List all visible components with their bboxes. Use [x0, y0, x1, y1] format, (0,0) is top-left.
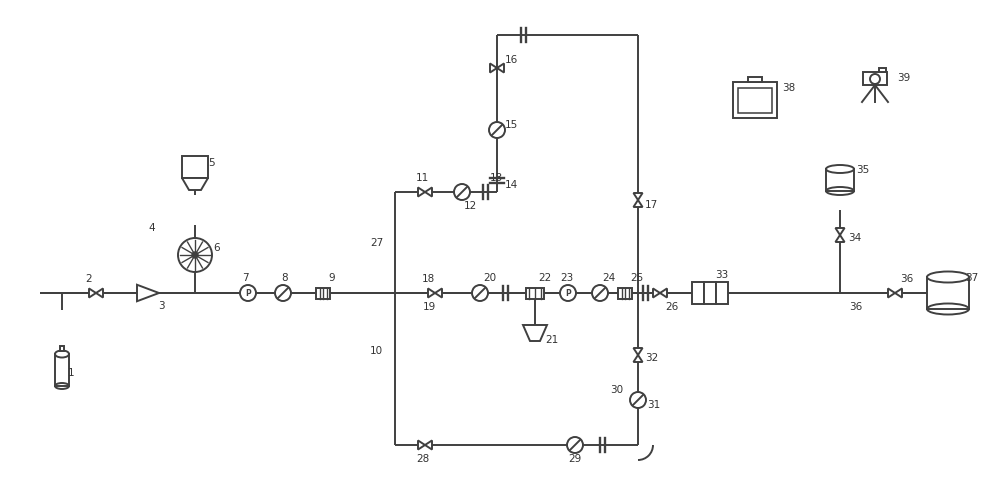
Text: 35: 35 [856, 165, 869, 175]
Text: 24: 24 [602, 273, 615, 283]
Text: 2: 2 [85, 274, 92, 284]
Text: 39: 39 [897, 73, 910, 83]
Text: 27: 27 [370, 238, 383, 248]
Circle shape [592, 285, 608, 301]
Polygon shape [633, 355, 643, 362]
Circle shape [240, 285, 256, 301]
Text: P: P [565, 289, 571, 297]
Ellipse shape [927, 272, 969, 283]
Bar [738, 88, 772, 113]
Text: 10: 10 [370, 346, 383, 356]
Bar [733, 82, 777, 118]
Bar [879, 68, 886, 72]
Text: 1: 1 [68, 368, 75, 378]
Polygon shape [418, 441, 425, 450]
Text: 31: 31 [647, 400, 660, 410]
Text: 22: 22 [538, 273, 551, 283]
Text: 37: 37 [965, 273, 978, 283]
Text: P: P [245, 289, 251, 297]
Bar [748, 77, 762, 82]
Bar [182, 156, 208, 178]
Polygon shape [633, 200, 643, 207]
Text: 4: 4 [148, 223, 155, 233]
Bar [863, 72, 887, 85]
Ellipse shape [826, 165, 854, 173]
Circle shape [567, 437, 583, 453]
Text: 32: 32 [645, 353, 658, 363]
Text: 11: 11 [416, 173, 429, 183]
Circle shape [870, 74, 880, 84]
Polygon shape [895, 288, 902, 298]
Text: 29: 29 [568, 454, 581, 464]
Polygon shape [497, 63, 504, 72]
Text: 3: 3 [158, 301, 165, 311]
Text: 34: 34 [848, 233, 861, 243]
Circle shape [630, 392, 646, 408]
Text: 36: 36 [849, 302, 862, 312]
Polygon shape [523, 325, 547, 341]
Polygon shape [428, 288, 435, 298]
Text: 12: 12 [464, 201, 477, 211]
Bar [692, 282, 704, 304]
Bar [60, 346, 64, 351]
Circle shape [489, 122, 505, 138]
Polygon shape [418, 188, 425, 197]
Text: 20: 20 [483, 273, 496, 283]
Text: 23: 23 [560, 273, 573, 283]
Text: 8: 8 [281, 273, 288, 283]
Bar [316, 288, 330, 298]
Polygon shape [490, 63, 497, 72]
Circle shape [192, 252, 198, 258]
Polygon shape [633, 348, 643, 355]
Polygon shape [89, 288, 96, 298]
Text: 14: 14 [505, 180, 518, 190]
Bar [826, 169, 854, 191]
Polygon shape [888, 288, 895, 298]
Polygon shape [660, 288, 667, 298]
Polygon shape [182, 178, 208, 190]
Polygon shape [435, 288, 442, 298]
Text: 30: 30 [610, 385, 623, 395]
Text: 16: 16 [505, 55, 518, 65]
Polygon shape [425, 188, 432, 197]
Polygon shape [96, 288, 103, 298]
Polygon shape [425, 441, 432, 450]
Text: 25: 25 [630, 273, 643, 283]
Polygon shape [835, 235, 845, 242]
Polygon shape [653, 288, 660, 298]
Bar [704, 282, 716, 304]
Text: 26: 26 [665, 302, 678, 312]
Text: 15: 15 [505, 120, 518, 130]
Circle shape [454, 184, 470, 200]
Circle shape [560, 285, 576, 301]
Polygon shape [633, 193, 643, 200]
Text: 5: 5 [208, 158, 215, 168]
Text: 33: 33 [715, 270, 728, 280]
Text: 17: 17 [645, 200, 658, 210]
Circle shape [472, 285, 488, 301]
Ellipse shape [55, 351, 69, 358]
Text: 21: 21 [545, 335, 558, 345]
Text: 38: 38 [782, 83, 795, 93]
Text: 19: 19 [423, 302, 436, 312]
Polygon shape [835, 228, 845, 235]
Circle shape [178, 238, 212, 272]
Bar [55, 354, 69, 386]
Text: 36: 36 [900, 274, 913, 284]
Text: 28: 28 [416, 454, 429, 464]
Polygon shape [137, 285, 159, 301]
Bar [618, 288, 632, 298]
Bar [927, 277, 969, 309]
Circle shape [275, 285, 291, 301]
Bar [526, 288, 544, 298]
Text: 18: 18 [422, 274, 435, 284]
Text: 9: 9 [328, 273, 335, 283]
Bar [716, 282, 728, 304]
Text: 6: 6 [213, 243, 220, 253]
Text: 7: 7 [242, 273, 249, 283]
Text: 13: 13 [490, 173, 503, 183]
